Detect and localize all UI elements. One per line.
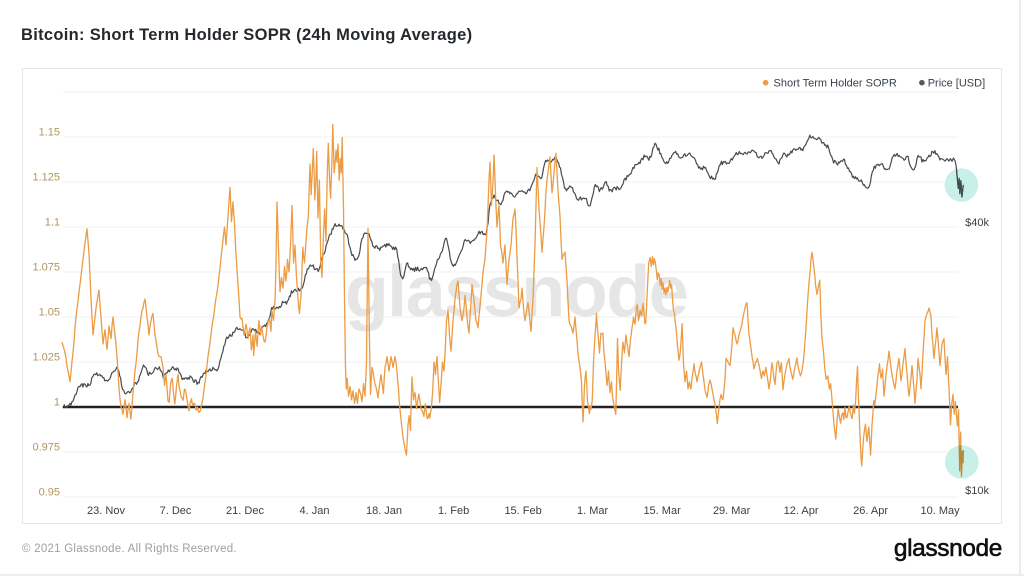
svg-text:4. Jan: 4. Jan <box>300 505 330 517</box>
svg-text:29. Mar: 29. Mar <box>713 505 751 517</box>
svg-text:1. Feb: 1. Feb <box>438 505 469 517</box>
svg-text:Short Term Holder SOPR: Short Term Holder SOPR <box>774 78 897 90</box>
svg-text:12. Apr: 12. Apr <box>784 505 819 517</box>
svg-text:15. Mar: 15. Mar <box>643 505 681 517</box>
svg-text:26. Apr: 26. Apr <box>853 505 888 517</box>
svg-text:1.025: 1.025 <box>32 352 60 364</box>
svg-text:1.1: 1.1 <box>45 217 60 229</box>
svg-text:1.05: 1.05 <box>39 307 60 319</box>
svg-text:1.125: 1.125 <box>32 172 60 184</box>
svg-text:1. Mar: 1. Mar <box>577 505 609 517</box>
svg-text:$10k: $10k <box>965 485 989 497</box>
svg-text:10. May: 10. May <box>921 505 961 517</box>
svg-text:1.075: 1.075 <box>32 262 60 274</box>
svg-text:18. Jan: 18. Jan <box>366 505 402 517</box>
svg-text:1.15: 1.15 <box>39 127 60 139</box>
svg-text:7. Dec: 7. Dec <box>160 505 192 517</box>
svg-text:0.975: 0.975 <box>32 442 60 454</box>
svg-text:1: 1 <box>54 397 60 409</box>
svg-text:21. Dec: 21. Dec <box>226 505 264 517</box>
svg-text:$40k: $40k <box>965 217 989 229</box>
svg-text:23. Nov: 23. Nov <box>87 505 125 517</box>
svg-text:15. Feb: 15. Feb <box>504 505 541 517</box>
svg-text:0.95: 0.95 <box>39 487 60 499</box>
svg-text:Price [USD]: Price [USD] <box>928 78 985 90</box>
